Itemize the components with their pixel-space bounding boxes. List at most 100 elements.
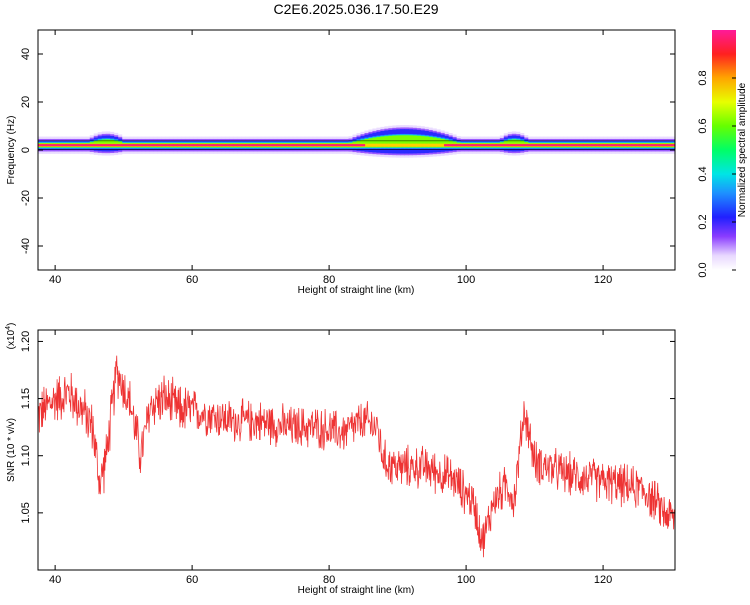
y-tick-label: 1.05 — [20, 502, 32, 523]
heat-cell — [53, 144, 59, 146]
colorbar-tick-label: 0.0 — [697, 262, 709, 277]
snr-y-ticks: 1.20 1.15 1.10 1.05 — [20, 331, 675, 524]
heat-cell — [101, 139, 107, 148]
heat-cell — [213, 144, 218, 146]
heat-cell — [567, 144, 573, 146]
heat-cell — [631, 144, 636, 146]
heat-cell — [551, 144, 557, 146]
heat-cell — [483, 144, 489, 146]
heat-cell — [571, 144, 577, 146]
heat-cell — [268, 144, 274, 146]
heat-cell — [364, 143, 370, 147]
heat-cell — [531, 144, 537, 146]
heat-cell — [611, 144, 616, 146]
heat-cell — [424, 143, 429, 147]
heat-cell — [241, 144, 246, 146]
heat-cell — [157, 144, 163, 146]
heat-cell — [432, 143, 437, 147]
heat-cell — [400, 143, 405, 147]
heat-cell — [284, 144, 290, 146]
colorbar-tick-label: 0.6 — [697, 118, 709, 133]
y-tick-label: 1.20 — [20, 331, 32, 352]
heat-cell — [539, 144, 545, 146]
heat-cell — [463, 144, 469, 146]
y-tick-label: 20 — [20, 96, 32, 108]
spectrogram-panel: 40 60 80 100 120 40 20 0 -20 -40 Height of strai… — [6, 29, 676, 296]
heat-cell — [129, 144, 135, 146]
heat-cell — [181, 144, 186, 146]
heat-cell — [412, 135, 417, 148]
heat-cell — [81, 144, 87, 146]
heat-cell — [137, 144, 143, 146]
heat-cell — [428, 137, 433, 148]
heat-cell — [364, 139, 370, 148]
heat-cell — [177, 144, 182, 146]
snr-x-ticks: 40 60 80 100 120 — [49, 330, 612, 586]
heat-cell — [412, 143, 417, 147]
x-tick-label: 40 — [49, 274, 61, 286]
heat-cell — [535, 144, 541, 146]
heat-cell — [471, 144, 477, 146]
heat-cell — [280, 144, 286, 146]
colorbar-ticks: 0.0 0.2 0.4 0.6 0.8 — [697, 70, 736, 278]
heat-cell — [304, 144, 310, 146]
heat-cell — [404, 135, 409, 148]
heat-cell — [440, 138, 445, 148]
heat-cell — [233, 144, 238, 146]
heat-cell — [416, 143, 421, 147]
heat-cell — [245, 144, 250, 146]
heat-cell — [125, 144, 131, 146]
heat-cell — [308, 144, 314, 146]
heat-cell — [655, 144, 660, 146]
y-tick-label: -40 — [20, 238, 32, 254]
heat-cell — [256, 144, 262, 146]
heat-cell — [583, 144, 589, 146]
heat-cell — [659, 144, 664, 146]
heat-cell — [436, 138, 441, 148]
heat-cell — [408, 143, 413, 147]
heat-cell — [372, 137, 378, 148]
y-tick-label: 0 — [20, 147, 32, 153]
heat-cell — [404, 143, 409, 147]
heat-cell — [121, 144, 127, 146]
heat-cell — [619, 144, 624, 146]
x-tick-label: 40 — [49, 574, 61, 586]
heat-cell — [89, 144, 95, 146]
heat-cell — [420, 143, 425, 147]
heat-cell — [117, 144, 123, 146]
heat-cell — [292, 144, 298, 146]
heat-cell — [101, 144, 107, 146]
heat-cell — [185, 144, 190, 146]
heat-cell — [424, 136, 429, 148]
heat-cell — [639, 144, 644, 146]
heat-cell — [452, 144, 457, 146]
x-tick-label: 60 — [186, 574, 198, 586]
heat-cell — [416, 135, 421, 148]
spectrogram-ylabel: Frequency (Hz) — [6, 116, 17, 185]
heat-cell — [352, 144, 358, 146]
heat-cell — [332, 144, 338, 146]
x-tick-label: 100 — [457, 274, 475, 286]
heat-cell — [340, 144, 346, 146]
heat-cell — [667, 144, 672, 146]
heat-cell — [579, 144, 585, 146]
colorbar-tick-label: 0.4 — [697, 166, 709, 181]
heat-cell — [448, 144, 453, 146]
heat-cell — [61, 144, 67, 146]
heat-cell — [380, 143, 385, 147]
heat-cell — [623, 144, 628, 146]
heat-cell — [237, 144, 242, 146]
colorbar-gradient — [712, 30, 736, 270]
heat-cell — [507, 139, 513, 148]
heat-cell — [225, 144, 230, 146]
heat-cell — [515, 144, 521, 146]
heat-cell — [276, 144, 282, 146]
spectrogram-xlabel: Height of straight line (km) — [298, 285, 415, 296]
heat-cell — [643, 144, 648, 146]
y-tick-label: -20 — [20, 190, 32, 206]
heat-cell — [479, 144, 485, 146]
heat-cell — [511, 144, 517, 146]
y-tick-label: 40 — [20, 48, 32, 60]
